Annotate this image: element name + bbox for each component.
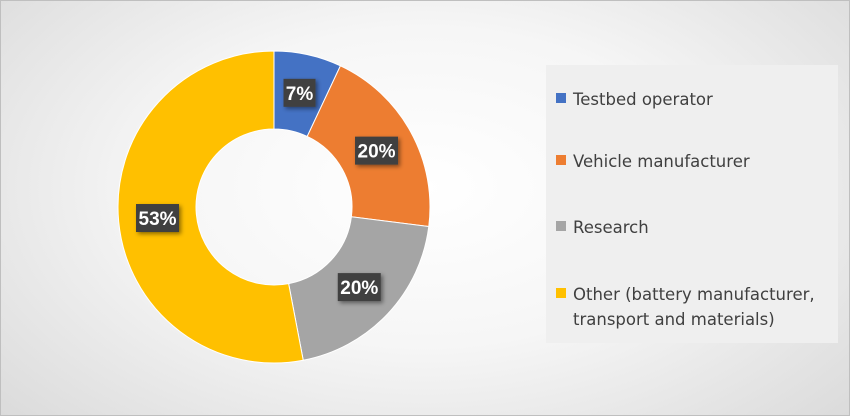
legend-swatch [556,288,566,298]
legend-label: Research [573,218,649,237]
data-label-text: 53% [139,209,177,230]
legend-label: Vehicle manufacturer [573,152,750,171]
legend-item-other: Other (battery manufacturer, transport a… [556,282,838,332]
legend-item-vehicle-manufacturer: Vehicle manufacturer [556,149,838,174]
data-label-box [136,204,180,233]
data-label-text: 20% [358,142,396,163]
data-label: 53% [136,204,180,233]
legend-swatch [556,221,566,231]
data-label: 20% [337,273,381,302]
data-label-text: 7% [286,84,314,105]
legend-label: Testbed operator [573,90,713,109]
legend-swatch [556,93,566,103]
data-label: 7% [283,78,316,107]
legend-item-research: Research [556,215,838,240]
legend-swatch [556,155,566,165]
data-label: 20% [355,136,399,165]
legend: Testbed operator Vehicle manufacturer Re… [546,65,838,343]
legend-item-testbed-operator: Testbed operator [556,87,838,112]
donut-data-labels: 7% 20% 20% 53% [136,78,399,302]
data-label-box [355,136,399,165]
data-label-box [337,273,381,302]
legend-label: Other (battery manufacturer, transport a… [573,285,815,329]
slice-other [117,50,304,364]
data-label-box [283,78,316,107]
data-label-text: 20% [340,278,378,299]
